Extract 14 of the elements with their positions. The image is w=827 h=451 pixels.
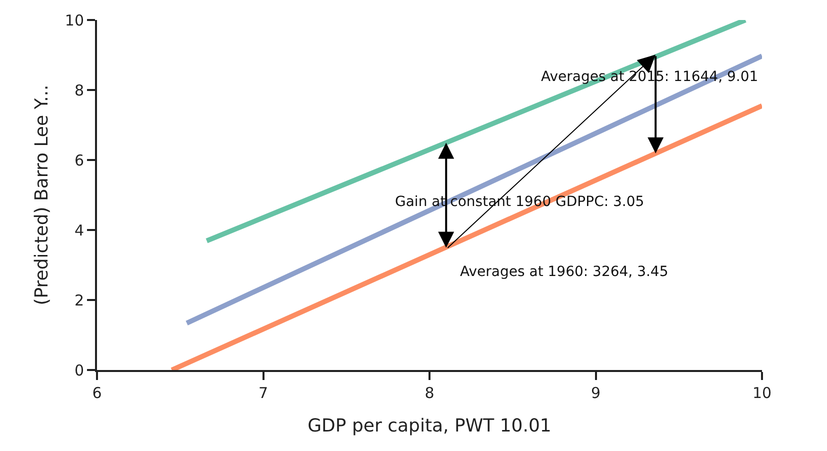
x-tick-label: 8 <box>424 384 434 402</box>
y-axis-title: (Predicted) Barro Lee Y... <box>32 84 53 306</box>
y-tick-label: 0 <box>74 361 84 380</box>
x-tick-label: 10 <box>752 384 772 402</box>
y-tick-label: 6 <box>74 151 84 170</box>
y-tick-label: 10 <box>64 11 84 30</box>
y-tick-label: 2 <box>74 291 84 310</box>
x-axis-title: GDP per capita, PWT 10.01 <box>308 416 552 437</box>
y-tick-label: 4 <box>74 221 84 240</box>
x-tick-label: 6 <box>92 384 102 402</box>
x-tick-label: 7 <box>258 384 268 402</box>
x-tick-label: 9 <box>590 384 601 402</box>
annotation: Averages at 1960: 3264, 3.45 <box>460 264 668 280</box>
y-tick-label: 8 <box>74 81 84 100</box>
